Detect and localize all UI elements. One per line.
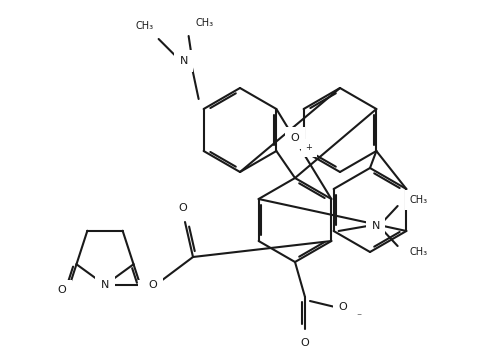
Text: CH₃: CH₃	[410, 247, 428, 257]
Text: O: O	[58, 285, 66, 295]
Text: N: N	[101, 280, 109, 290]
Text: N: N	[372, 221, 380, 231]
Text: CH₃: CH₃	[196, 18, 214, 28]
Text: O: O	[144, 285, 152, 295]
Text: O: O	[300, 338, 310, 348]
Text: N: N	[180, 56, 188, 66]
Text: +: +	[306, 143, 312, 153]
Text: O: O	[338, 302, 347, 312]
Text: ⁻: ⁻	[356, 312, 362, 322]
Text: CH₃: CH₃	[410, 195, 428, 205]
Text: O: O	[178, 203, 188, 213]
Text: O: O	[290, 133, 300, 143]
Text: O: O	[148, 280, 158, 290]
Text: CH₃: CH₃	[136, 21, 154, 31]
